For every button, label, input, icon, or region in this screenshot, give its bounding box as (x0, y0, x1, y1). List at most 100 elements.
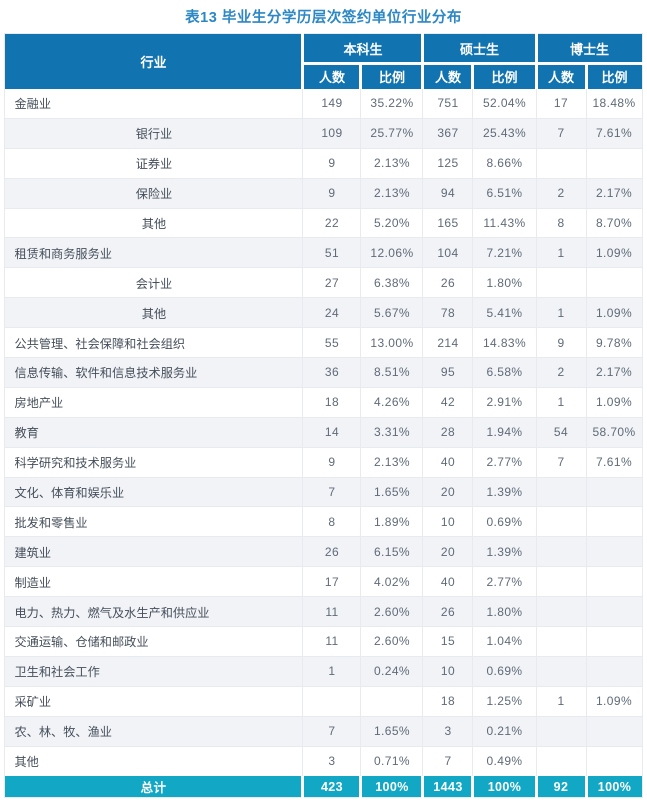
count-cell: 10 (422, 506, 473, 537)
table-row: 其他 3 0.71% 7 0.49% (4, 745, 643, 776)
ratio-cell (585, 626, 643, 657)
header-ratio-doctor: 比例 (584, 62, 643, 89)
table-row: 文化、体育和娱乐业 7 1.65% 20 1.39% (4, 476, 643, 507)
industry-cell: 租赁和商务服务业 (4, 237, 303, 268)
industry-cell: 保险业 (4, 177, 303, 209)
ratio-cell: 25.77% (360, 117, 423, 149)
table-row: 其他 24 5.67% 78 5.41% 1 1.09% (4, 297, 643, 328)
industry-cell: 电力、热力、燃气及水生产和供应业 (4, 596, 303, 627)
total-row: 总计 423 100% 1443 100% 92 100% (4, 775, 643, 798)
count-cell: 26 (302, 536, 361, 567)
ratio-cell: 2.60% (360, 596, 423, 627)
table-footer: 总计 423 100% 1443 100% 92 100% (4, 775, 643, 798)
count-cell: 17 (535, 88, 586, 119)
industry-cell: 其他 (4, 745, 303, 776)
ratio-cell: 3.31% (360, 416, 423, 448)
ratio-cell: 1.04% (472, 626, 536, 657)
table-row: 卫生和社会工作 1 0.24% 10 0.69% (4, 655, 643, 687)
ratio-cell: 6.51% (472, 177, 536, 209)
total-ratio-undergraduate: 100% (359, 775, 423, 798)
count-cell: 1 (535, 685, 586, 717)
count-cell: 1 (535, 386, 586, 418)
industry-cell: 会计业 (4, 267, 303, 298)
ratio-cell: 1.65% (360, 715, 423, 747)
table-row: 电力、热力、燃气及水生产和供应业 11 2.60% 26 1.80% (4, 596, 643, 627)
count-cell (535, 476, 586, 507)
ratio-cell: 2.17% (585, 177, 643, 209)
ratio-cell: 8.66% (472, 147, 536, 179)
count-cell (535, 506, 586, 537)
count-cell: 7 (302, 476, 361, 507)
industry-cell: 农、林、牧、渔业 (4, 715, 303, 747)
ratio-cell: 4.26% (360, 386, 423, 418)
ratio-cell: 35.22% (360, 88, 423, 119)
count-cell (535, 596, 586, 627)
count-cell: 8 (302, 506, 361, 537)
count-cell: 94 (422, 177, 473, 209)
count-cell: 3 (302, 745, 361, 776)
ratio-cell: 1.94% (472, 416, 536, 448)
ratio-cell (585, 476, 643, 507)
ratio-cell (585, 506, 643, 537)
count-cell: 24 (302, 297, 361, 328)
ratio-cell: 1.09% (585, 386, 643, 418)
count-cell: 55 (302, 327, 361, 358)
table-row: 制造业 17 4.02% 40 2.77% (4, 566, 643, 597)
total-label: 总计 (4, 775, 303, 798)
count-cell: 2 (535, 177, 586, 209)
count-cell: 28 (422, 416, 473, 448)
count-cell: 125 (422, 147, 473, 179)
count-cell: 26 (422, 267, 473, 298)
ratio-cell: 1.09% (585, 297, 643, 328)
count-cell: 9 (535, 327, 586, 358)
header-group-doctor: 博士生 (534, 33, 643, 64)
count-cell (302, 685, 361, 717)
count-cell: 27 (302, 267, 361, 298)
ratio-cell: 11.43% (472, 207, 536, 238)
count-cell: 18 (422, 685, 473, 717)
ratio-cell: 1.80% (472, 596, 536, 627)
count-cell: 9 (302, 177, 361, 209)
ratio-cell: 1.89% (360, 506, 423, 537)
ratio-cell: 58.70% (585, 416, 643, 448)
header-count-doctor: 人数 (534, 62, 586, 89)
header-ratio-master: 比例 (471, 62, 536, 89)
ratio-cell: 2.13% (360, 147, 423, 179)
ratio-cell (585, 596, 643, 627)
table-row: 证券业 9 2.13% 125 8.66% (4, 147, 643, 179)
ratio-cell: 1.09% (585, 237, 643, 268)
header-ratio-undergraduate: 比例 (359, 62, 423, 89)
ratio-cell (585, 655, 643, 687)
ratio-cell: 9.78% (585, 327, 643, 358)
ratio-cell: 8.70% (585, 207, 643, 238)
count-cell: 149 (302, 88, 361, 119)
ratio-cell: 1.80% (472, 267, 536, 298)
count-cell: 1 (535, 297, 586, 328)
count-cell: 10 (422, 655, 473, 687)
count-cell: 1 (535, 237, 586, 268)
industry-cell: 金融业 (14, 97, 52, 112)
table-row: 批发和零售业 8 1.89% 10 0.69% (4, 506, 643, 537)
industry-cell: 其他 (4, 207, 303, 238)
total-count-doctor: 92 (534, 775, 586, 798)
count-cell: 367 (422, 117, 473, 149)
industry-cell: 信息传输、软件和信息技术服务业 (4, 357, 303, 388)
ratio-cell: 1.65% (360, 476, 423, 507)
table-row: 教育 14 3.31% 28 1.94% 54 58.70% (4, 416, 643, 448)
ratio-cell: 6.15% (360, 536, 423, 567)
table-row: 金融业 149 35.22% 751 52.04% 17 18.48% (5, 88, 643, 119)
ratio-cell: 2.13% (360, 177, 423, 209)
count-cell: 2 (535, 357, 586, 388)
industry-cell: 科学研究和技术服务业 (4, 446, 303, 478)
count-cell: 3 (422, 715, 473, 747)
ratio-cell: 52.04% (472, 88, 536, 119)
industry-cell: 房地产业 (4, 386, 303, 418)
count-cell: 11 (302, 626, 361, 657)
industry-cell: 交通运输、仓储和邮政业 (4, 626, 303, 657)
count-cell (535, 626, 586, 657)
ratio-cell (585, 267, 643, 298)
table-row: 交通运输、仓储和邮政业 11 2.60% 15 1.04% (4, 626, 643, 657)
ratio-cell: 2.77% (472, 566, 536, 597)
ratio-cell: 0.69% (472, 506, 536, 537)
ratio-cell: 7.61% (585, 446, 643, 478)
